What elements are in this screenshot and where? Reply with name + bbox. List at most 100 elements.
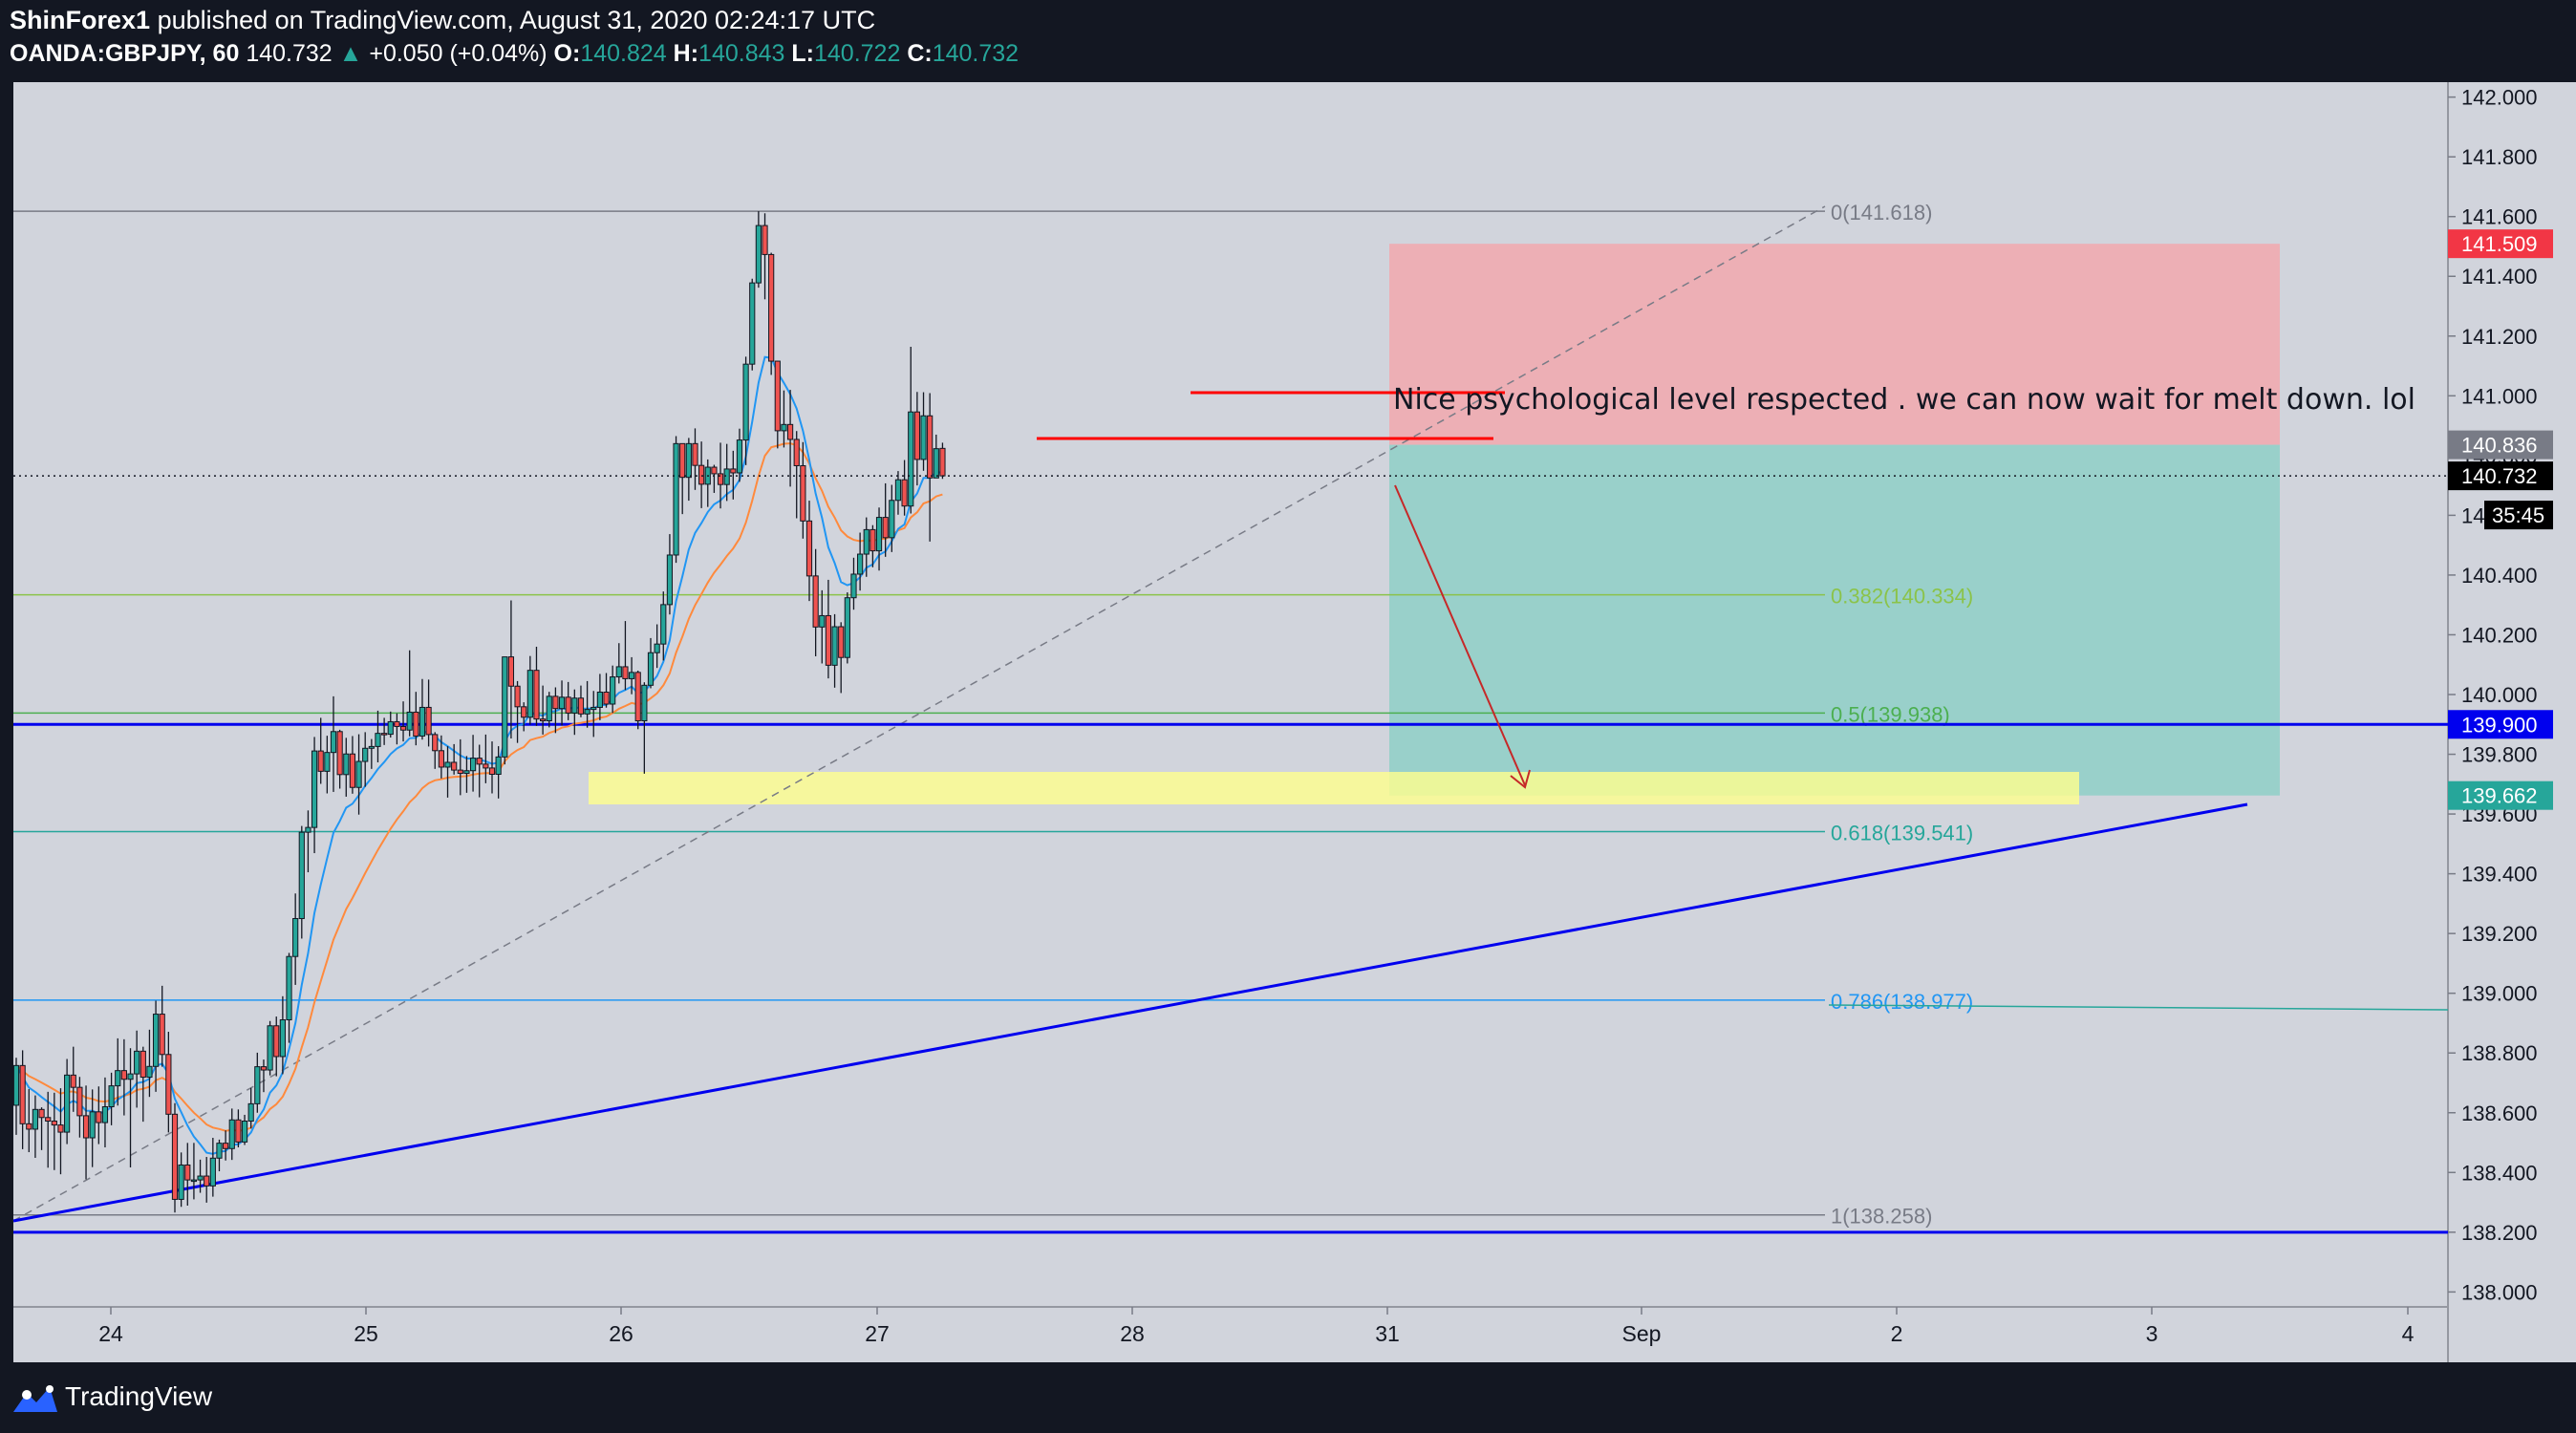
candle[interactable]	[546, 695, 552, 722]
candle[interactable]	[901, 479, 908, 507]
candle[interactable]	[317, 750, 324, 772]
symbol-label[interactable]: OANDA:GBPJPY, 60	[10, 40, 240, 67]
time-axis[interactable]	[13, 1307, 2448, 1362]
candle[interactable]	[869, 528, 876, 552]
candle[interactable]	[204, 1175, 210, 1187]
candle[interactable]	[673, 442, 679, 556]
candle[interactable]	[152, 1014, 160, 1067]
candle[interactable]	[64, 1074, 71, 1133]
candle[interactable]	[558, 696, 566, 710]
candle[interactable]	[12, 1064, 20, 1106]
candle[interactable]	[526, 670, 533, 718]
candle[interactable]	[654, 643, 660, 653]
candle[interactable]	[108, 1085, 115, 1108]
candle[interactable]	[933, 448, 939, 479]
candle[interactable]	[26, 1123, 32, 1130]
candle[interactable]	[70, 1074, 76, 1088]
candle[interactable]	[57, 1124, 64, 1133]
candle[interactable]	[610, 676, 616, 705]
tradingview-brand[interactable]: TradingView	[65, 1381, 213, 1411]
candle[interactable]	[711, 466, 718, 475]
candle[interactable]	[730, 468, 737, 474]
candle[interactable]	[723, 468, 730, 485]
candle[interactable]	[451, 761, 458, 771]
candle[interactable]	[89, 1111, 96, 1139]
candle[interactable]	[483, 763, 489, 769]
candle[interactable]	[850, 573, 857, 599]
candle[interactable]	[717, 473, 724, 485]
candle[interactable]	[838, 626, 845, 658]
tradingview-logo-icon[interactable]	[11, 1383, 59, 1416]
candle[interactable]	[292, 918, 299, 957]
candle[interactable]	[819, 614, 826, 628]
candle[interactable]	[514, 685, 521, 708]
candle[interactable]	[596, 691, 603, 708]
candle[interactable]	[857, 553, 864, 575]
price-tag[interactable]	[2448, 710, 2553, 739]
candle[interactable]	[736, 439, 743, 474]
candle[interactable]	[647, 652, 655, 686]
candle[interactable]	[273, 1025, 280, 1058]
take-profit-zone[interactable]	[1389, 444, 2280, 796]
candle[interactable]	[692, 442, 698, 466]
candle[interactable]	[552, 695, 559, 710]
candle[interactable]	[355, 760, 362, 788]
candle[interactable]	[209, 1157, 216, 1187]
candle[interactable]	[457, 769, 463, 775]
candle[interactable]	[469, 758, 477, 772]
price-tag[interactable]	[2448, 430, 2553, 460]
candle[interactable]	[223, 1143, 229, 1149]
candle[interactable]	[666, 554, 674, 606]
candle[interactable]	[894, 479, 902, 502]
candle[interactable]	[831, 626, 838, 666]
candle[interactable]	[127, 1073, 134, 1080]
chart-annotation[interactable]: Nice psychological level respected . we …	[1393, 383, 2415, 417]
candle[interactable]	[120, 1070, 127, 1080]
candle[interactable]	[844, 597, 850, 658]
candle[interactable]	[805, 520, 813, 577]
candle[interactable]	[368, 745, 375, 749]
candle[interactable]	[115, 1070, 121, 1087]
candle[interactable]	[343, 753, 350, 776]
candle[interactable]	[324, 752, 331, 772]
candle[interactable]	[241, 1121, 248, 1143]
candle[interactable]	[178, 1164, 184, 1200]
candle[interactable]	[76, 1086, 83, 1117]
candle[interactable]	[197, 1175, 204, 1181]
candle[interactable]	[362, 747, 369, 762]
candle[interactable]	[502, 656, 508, 758]
candle[interactable]	[800, 464, 806, 522]
candle[interactable]	[425, 706, 432, 736]
candle[interactable]	[533, 670, 540, 720]
candle[interactable]	[406, 711, 413, 731]
candle[interactable]	[254, 1066, 261, 1104]
candle[interactable]	[774, 360, 781, 432]
candle[interactable]	[476, 758, 483, 765]
candle[interactable]	[679, 442, 686, 479]
candle[interactable]	[101, 1106, 109, 1123]
candle[interactable]	[577, 697, 585, 715]
candle[interactable]	[755, 225, 762, 284]
candle[interactable]	[387, 720, 394, 736]
candle[interactable]	[165, 1054, 172, 1115]
price-tag[interactable]	[2448, 461, 2553, 491]
candle[interactable]	[521, 706, 527, 718]
candle[interactable]	[381, 733, 388, 736]
price-tag[interactable]	[2448, 229, 2553, 259]
candle[interactable]	[247, 1102, 254, 1123]
candle[interactable]	[298, 831, 305, 920]
candle[interactable]	[82, 1115, 90, 1139]
price-tag[interactable]	[2448, 781, 2553, 810]
candle[interactable]	[463, 770, 470, 775]
candle[interactable]	[565, 696, 571, 714]
candle[interactable]	[908, 411, 914, 507]
demand-zone[interactable]	[589, 772, 2079, 804]
candle[interactable]	[134, 1050, 140, 1075]
candle[interactable]	[685, 442, 692, 479]
candle[interactable]	[698, 464, 705, 485]
candle[interactable]	[96, 1111, 102, 1123]
candle[interactable]	[394, 720, 400, 727]
candle[interactable]	[228, 1119, 235, 1149]
candle[interactable]	[540, 718, 547, 722]
candle[interactable]	[641, 684, 648, 722]
